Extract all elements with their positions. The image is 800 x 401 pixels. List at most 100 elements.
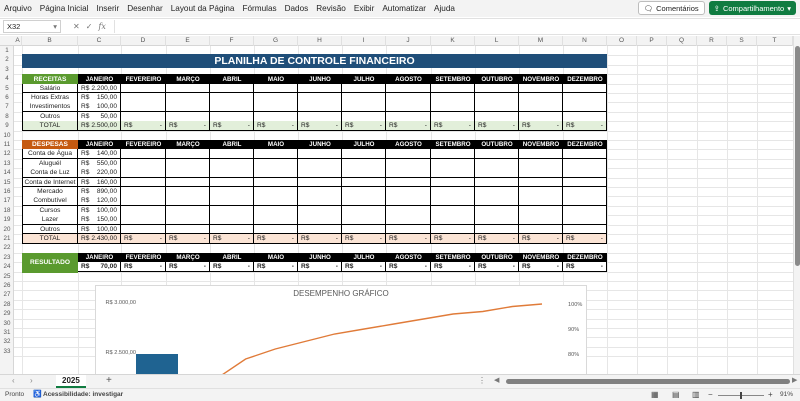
menu-item[interactable]: Ajuda bbox=[434, 4, 455, 13]
empty-cell[interactable] bbox=[342, 168, 386, 179]
normal-view-icon[interactable]: ▦ bbox=[651, 390, 659, 399]
empty-cell[interactable] bbox=[475, 177, 519, 188]
vertical-scrollbar[interactable] bbox=[793, 36, 800, 374]
vertical-scroll-thumb[interactable] bbox=[795, 46, 800, 266]
despesas-month-total[interactable]: R$ - bbox=[519, 234, 563, 244]
prev-sheet-icon[interactable]: ‹ bbox=[12, 376, 15, 385]
empty-cell[interactable] bbox=[386, 177, 431, 188]
empty-cell[interactable] bbox=[121, 168, 166, 179]
month-header[interactable]: SETEMBRO bbox=[431, 140, 475, 150]
value-cell[interactable]: R$ 120,00 bbox=[78, 196, 121, 207]
receitas-label[interactable]: RECEITAS bbox=[22, 74, 78, 85]
empty-cell[interactable] bbox=[121, 102, 166, 113]
empty-cell[interactable] bbox=[386, 102, 431, 113]
empty-cell[interactable] bbox=[121, 196, 166, 207]
receitas-month-total[interactable]: R$ - bbox=[431, 121, 475, 132]
month-header[interactable]: AGOSTO bbox=[386, 74, 431, 85]
receitas-month-total[interactable]: R$ - bbox=[210, 121, 254, 132]
row-header[interactable]: 27 bbox=[3, 291, 11, 299]
empty-cell[interactable] bbox=[121, 177, 166, 188]
month-header[interactable]: NOVEMBRO bbox=[519, 252, 563, 263]
empty-cell[interactable] bbox=[342, 177, 386, 188]
empty-cell[interactable] bbox=[254, 168, 298, 179]
menu-item[interactable]: Exibir bbox=[353, 4, 375, 13]
despesa-category[interactable]: Conta de Água bbox=[22, 149, 78, 160]
empty-cell[interactable] bbox=[386, 215, 431, 226]
month-header[interactable]: ABRIL bbox=[210, 140, 254, 150]
despesas-total-value[interactable]: R$ 2.430,00 bbox=[78, 234, 121, 244]
empty-cell[interactable] bbox=[298, 83, 342, 94]
empty-cell[interactable] bbox=[475, 196, 519, 207]
row-header[interactable]: 26 bbox=[3, 282, 11, 289]
column-header[interactable]: I bbox=[342, 36, 386, 46]
receitas-month-total[interactable]: R$ - bbox=[342, 121, 386, 132]
empty-cell[interactable] bbox=[166, 196, 210, 207]
despesas-month-total[interactable]: R$ - bbox=[386, 234, 431, 244]
month-header[interactable]: OUTUBRO bbox=[475, 252, 519, 263]
row-header[interactable]: 21 bbox=[3, 235, 11, 242]
receitas-total-label[interactable]: TOTAL bbox=[22, 121, 78, 132]
zoom-out-icon[interactable]: − bbox=[708, 390, 713, 399]
column-header[interactable]: Q bbox=[667, 36, 697, 46]
empty-cell[interactable] bbox=[254, 102, 298, 113]
despesa-category[interactable]: Combutível bbox=[22, 196, 78, 207]
month-header[interactable]: MARÇO bbox=[166, 74, 210, 85]
empty-cell[interactable] bbox=[298, 177, 342, 188]
performance-chart[interactable]: DESEMPENHO GRÁFICO R$ 3.000,00 R$ 2.500,0… bbox=[95, 285, 587, 374]
column-header[interactable]: P bbox=[637, 36, 667, 46]
empty-cell[interactable] bbox=[563, 168, 607, 179]
empty-cell[interactable] bbox=[431, 149, 475, 160]
empty-cell[interactable] bbox=[342, 196, 386, 207]
empty-cell[interactable] bbox=[431, 224, 475, 235]
column-header[interactable]: G bbox=[254, 36, 298, 46]
column-header[interactable]: S bbox=[727, 36, 757, 46]
empty-cell[interactable] bbox=[563, 149, 607, 160]
zoom-level[interactable]: 91% bbox=[780, 391, 794, 398]
row-header[interactable]: 13 bbox=[3, 159, 11, 167]
row-header[interactable]: 29 bbox=[3, 310, 11, 318]
row-header[interactable]: 33 bbox=[3, 347, 11, 355]
month-header[interactable]: JUNHO bbox=[298, 74, 342, 85]
month-header[interactable]: MAIO bbox=[254, 140, 298, 150]
row-header[interactable]: 12 bbox=[3, 150, 11, 158]
empty-cell[interactable] bbox=[210, 149, 254, 160]
row-header[interactable]: 3 bbox=[5, 65, 9, 73]
empty-cell[interactable] bbox=[298, 196, 342, 207]
empty-cell[interactable] bbox=[431, 177, 475, 188]
menu-item[interactable]: Revisão bbox=[316, 4, 346, 13]
scroll-left-icon[interactable]: ◀ bbox=[494, 377, 500, 384]
empty-cell[interactable] bbox=[254, 196, 298, 207]
despesas-month-total[interactable]: R$ - bbox=[121, 234, 166, 244]
resultado-month-value[interactable]: R$ - bbox=[298, 262, 342, 273]
column-header[interactable]: T bbox=[757, 36, 793, 46]
resultado-month-value[interactable]: R$ - bbox=[254, 262, 298, 273]
month-header[interactable]: AGOSTO bbox=[386, 252, 431, 263]
page-layout-icon[interactable]: ▤ bbox=[672, 390, 680, 399]
value-cell[interactable]: R$ 100,00 bbox=[78, 102, 121, 113]
empty-cell[interactable] bbox=[121, 215, 166, 226]
empty-cell[interactable] bbox=[519, 177, 563, 188]
month-header[interactable]: JULHO bbox=[342, 74, 386, 85]
empty-cell[interactable] bbox=[386, 224, 431, 235]
empty-cell[interactable] bbox=[386, 168, 431, 179]
month-header[interactable]: JUNHO bbox=[298, 252, 342, 263]
month-header[interactable]: JANEIRO bbox=[78, 74, 121, 85]
empty-cell[interactable] bbox=[563, 83, 607, 94]
row-header[interactable]: 18 bbox=[3, 206, 11, 214]
despesa-category[interactable]: Outros bbox=[22, 224, 78, 235]
month-header[interactable]: ABRIL bbox=[210, 74, 254, 85]
column-header[interactable]: R bbox=[697, 36, 727, 46]
menu-item[interactable]: Automatizar bbox=[382, 4, 427, 13]
month-header[interactable]: JULHO bbox=[342, 140, 386, 150]
column-header[interactable]: M bbox=[519, 36, 563, 46]
month-header[interactable]: OUTUBRO bbox=[475, 140, 519, 150]
empty-cell[interactable] bbox=[121, 83, 166, 94]
empty-cell[interactable] bbox=[254, 177, 298, 188]
despesa-category[interactable]: Conta de Internet bbox=[22, 177, 78, 188]
receitas-month-total[interactable]: R$ - bbox=[121, 121, 166, 132]
row-header[interactable]: 30 bbox=[3, 319, 11, 327]
row-header[interactable]: 32 bbox=[3, 338, 11, 346]
row-header[interactable]: 17 bbox=[3, 197, 11, 205]
empty-cell[interactable] bbox=[519, 196, 563, 207]
empty-cell[interactable] bbox=[298, 215, 342, 226]
